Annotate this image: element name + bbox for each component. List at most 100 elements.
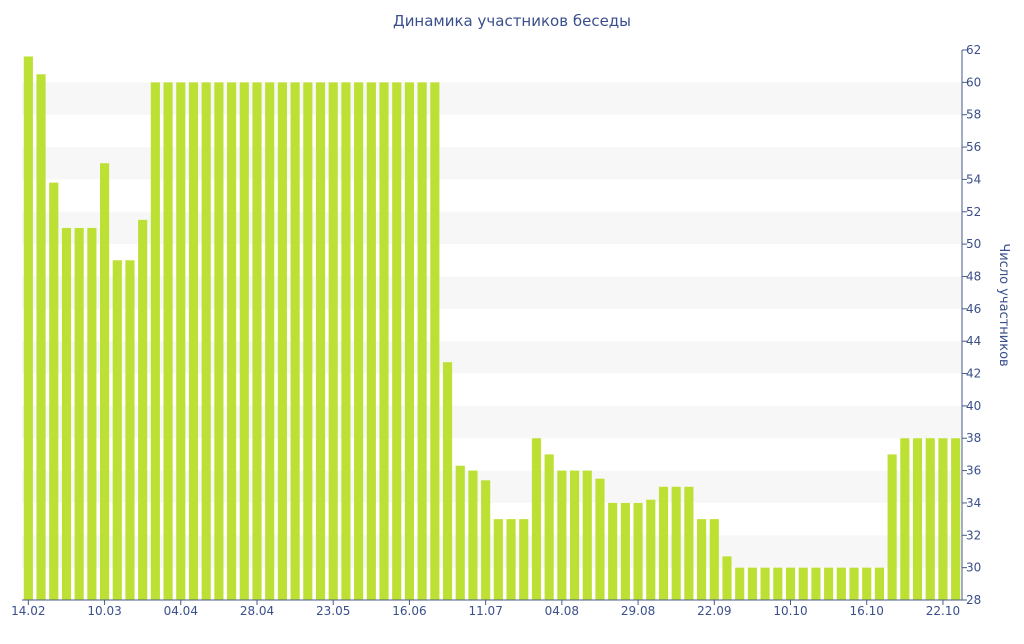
x-tick-label: 10.03 xyxy=(87,604,121,618)
y-tick-label: 46 xyxy=(966,302,981,316)
x-tick-label: 04.04 xyxy=(164,604,198,618)
bar xyxy=(569,470,580,600)
bar xyxy=(99,163,110,600)
bar xyxy=(49,182,59,600)
bar xyxy=(658,486,669,600)
bar xyxy=(23,56,33,601)
bar xyxy=(201,82,211,600)
bar xyxy=(900,438,910,600)
bar xyxy=(811,567,821,600)
bar xyxy=(874,567,885,600)
bar xyxy=(938,438,948,600)
bar xyxy=(531,438,542,600)
bar xyxy=(785,567,796,600)
bar xyxy=(430,82,440,600)
y-tick-label: 48 xyxy=(966,269,981,283)
y-tick-label: 60 xyxy=(966,75,981,89)
x-tick-label: 16.06 xyxy=(392,604,426,618)
x-tick-label: 23.05 xyxy=(316,604,350,618)
bar xyxy=(595,478,605,600)
bar xyxy=(341,82,351,600)
bar xyxy=(315,82,326,600)
y-tick-label: 54 xyxy=(966,172,981,186)
bar xyxy=(506,519,516,600)
bar xyxy=(392,82,402,600)
bar xyxy=(442,362,453,600)
y-tick-label: 28 xyxy=(966,593,981,607)
bar xyxy=(697,519,707,600)
x-tick-label: 29.08 xyxy=(621,604,655,618)
bar xyxy=(112,260,122,600)
bar xyxy=(493,519,503,600)
y-tick-label: 32 xyxy=(966,528,981,542)
bar xyxy=(836,567,846,600)
bar xyxy=(214,82,224,600)
bar xyxy=(265,82,275,600)
grid-band xyxy=(22,82,962,115)
bar xyxy=(455,465,465,600)
bar xyxy=(735,567,745,600)
bar xyxy=(468,470,478,600)
bar xyxy=(252,82,262,600)
y-tick-label: 40 xyxy=(966,399,981,413)
x-tick-label: 22.10 xyxy=(926,604,960,618)
bar xyxy=(773,567,783,600)
y-tick-label: 36 xyxy=(966,464,981,478)
grid-band xyxy=(22,341,962,374)
bar xyxy=(227,82,237,600)
bar xyxy=(608,502,618,600)
bar xyxy=(417,82,427,600)
bar xyxy=(684,486,694,600)
grid-band xyxy=(22,211,962,245)
y-tick-label: 34 xyxy=(966,496,981,510)
bar xyxy=(798,567,808,600)
bar xyxy=(138,219,148,600)
y-tick-label: 56 xyxy=(966,140,981,154)
x-tick-label: 28.04 xyxy=(240,604,274,618)
x-tick-label: 22.09 xyxy=(697,604,731,618)
bar xyxy=(887,454,897,600)
y-tick-label: 58 xyxy=(966,108,981,122)
bar xyxy=(379,82,389,600)
bar xyxy=(481,480,491,600)
bar xyxy=(328,82,338,600)
bar xyxy=(544,454,554,600)
bar xyxy=(925,438,935,600)
y-tick-label: 42 xyxy=(966,367,981,381)
grid-band xyxy=(22,147,962,180)
bar xyxy=(354,82,364,600)
x-tick-label: 04.08 xyxy=(545,604,579,618)
bar xyxy=(290,82,300,600)
bar xyxy=(557,470,567,600)
bar xyxy=(760,567,770,600)
bar xyxy=(671,486,681,600)
bar xyxy=(150,82,160,600)
x-tick-label: 10.10 xyxy=(773,604,807,618)
bar xyxy=(633,502,643,600)
bar xyxy=(366,82,376,600)
bar xyxy=(404,82,415,600)
x-tick-label: 14.02 xyxy=(11,604,45,618)
grid-band xyxy=(22,470,962,503)
bar xyxy=(188,82,199,600)
grid-band xyxy=(22,535,962,568)
y-axis-label: Число участников xyxy=(996,243,1011,366)
bar xyxy=(824,567,834,600)
bar xyxy=(239,82,249,600)
bar xyxy=(36,74,46,600)
chart-title: Динамика участников беседы xyxy=(392,12,632,30)
bar xyxy=(620,502,630,600)
bar xyxy=(87,227,97,601)
bar xyxy=(61,227,72,601)
y-tick-label: 62 xyxy=(966,43,981,57)
bar xyxy=(277,82,287,600)
bar xyxy=(747,567,757,600)
bar xyxy=(582,470,592,600)
bar xyxy=(722,556,732,600)
grid-band xyxy=(22,276,962,309)
bar xyxy=(951,438,961,600)
bar xyxy=(646,499,656,600)
bar xyxy=(163,82,173,600)
